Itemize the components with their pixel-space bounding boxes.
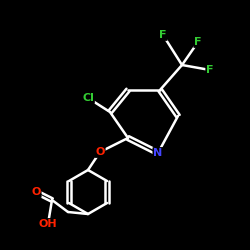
Text: F: F — [206, 65, 214, 75]
Text: F: F — [159, 30, 167, 40]
Text: O: O — [31, 187, 41, 197]
Text: OH: OH — [39, 219, 57, 229]
Text: Cl: Cl — [82, 93, 94, 103]
Text: F: F — [194, 37, 202, 47]
Text: O: O — [95, 147, 105, 157]
Text: N: N — [154, 148, 162, 158]
